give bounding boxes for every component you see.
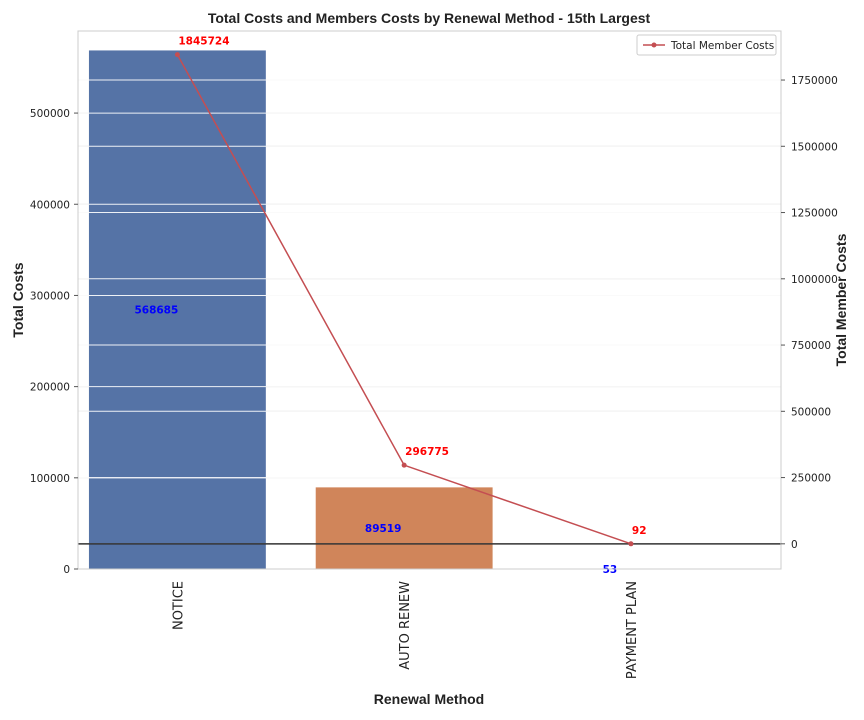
x-axis-ticks: NOTICE AUTO RENEW PAYMENT PLAN bbox=[171, 581, 640, 679]
plot-frame bbox=[77, 30, 782, 570]
x-axis-label: Renewal Method bbox=[374, 691, 484, 707]
legend: Total Member Costs bbox=[636, 34, 777, 56]
line-point-2 bbox=[628, 541, 634, 547]
y2-tick-label: 250000 bbox=[791, 473, 831, 485]
y2-tick-label: 1500000 bbox=[791, 141, 838, 153]
bar-value-label: 53 bbox=[603, 564, 618, 576]
bar-value-label: 568685 bbox=[134, 305, 178, 317]
y-axis-ticks: 0 100000 200000 300000 400000 500000 bbox=[30, 108, 78, 576]
line-series-layer bbox=[174, 52, 634, 547]
y2-tick-label: 1000000 bbox=[791, 274, 838, 286]
y2-tick-label: 500000 bbox=[791, 406, 831, 418]
bar-layer bbox=[78, 50, 781, 570]
x-tick-label: NOTICE bbox=[171, 581, 186, 630]
y2-tick-label: 750000 bbox=[791, 340, 831, 352]
y-tick-label: 100000 bbox=[30, 473, 70, 485]
legend-entry-total-member-costs: Total Member Costs bbox=[670, 40, 774, 52]
bar-auto-renew bbox=[315, 487, 493, 569]
line-point-0 bbox=[174, 52, 180, 58]
y-tick-label: 400000 bbox=[30, 199, 70, 211]
x-tick-label: AUTO RENEW bbox=[398, 581, 413, 670]
y-tick-label: 300000 bbox=[30, 290, 70, 302]
value-labels: 568685 89519 53 1845724 296775 92 bbox=[134, 36, 646, 576]
y2-tick-label: 0 bbox=[791, 539, 798, 551]
y2-axis-ticks: 0 250000 500000 750000 1000000 1250000 1500000… bbox=[781, 75, 838, 551]
y-tick-label: 500000 bbox=[30, 108, 70, 120]
line-point-1 bbox=[401, 462, 407, 468]
line-value-label: 92 bbox=[632, 525, 647, 537]
chart-title: Total Costs and Members Costs by Renewal… bbox=[208, 10, 651, 26]
y-tick-label: 0 bbox=[63, 564, 70, 576]
y-axis-label: Total Costs bbox=[10, 262, 26, 337]
legend-box bbox=[636, 34, 777, 56]
line-value-label: 1845724 bbox=[178, 36, 229, 48]
y2-tick-label: 1750000 bbox=[791, 75, 838, 87]
y2-tick-label: 1250000 bbox=[791, 208, 838, 220]
x-tick-label: PAYMENT PLAN bbox=[625, 581, 640, 679]
legend-marker-swatch bbox=[651, 42, 657, 48]
y2-axis-label: Total Member Costs bbox=[833, 233, 849, 366]
bar-notice bbox=[88, 50, 266, 569]
bar-value-label: 89519 bbox=[365, 523, 402, 535]
y-tick-label: 200000 bbox=[30, 382, 70, 394]
line-value-label: 296775 bbox=[405, 446, 449, 458]
